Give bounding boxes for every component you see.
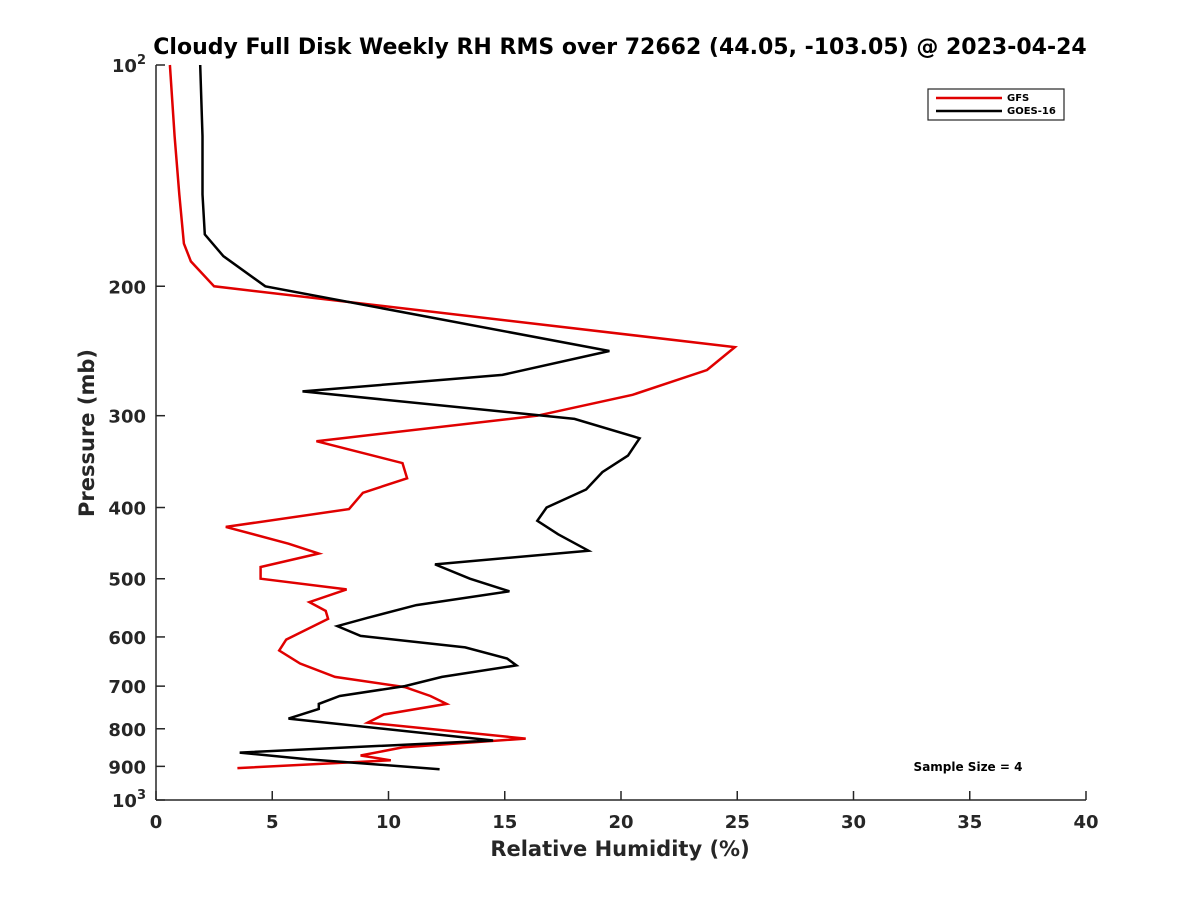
y-tick-label: 700 [108,677,146,698]
x-tick-label: 40 [1073,812,1098,833]
x-tick-label: 10 [376,812,401,833]
series-line-goes16 [198,64,642,771]
y-tick-label: 800 [108,720,146,741]
y-tick-label: 500 [108,570,146,591]
y-tick-label: 900 [108,757,146,778]
x-tick-label: 15 [492,812,517,833]
chart-title: Cloudy Full Disk Weekly RH RMS over 7266… [153,35,1086,60]
y-axis-label: Pressure (mb) [75,349,99,517]
x-tick-label: 0 [150,812,163,833]
legend-label-goes16: GOES-16 [1007,106,1056,117]
x-tick-label: 35 [957,812,982,833]
legend-label-gfs: GFS [1007,93,1029,104]
x-axis-label: Relative Humidity (%) [490,837,749,861]
y-tick-label: 300 [108,407,146,428]
legend: GFS GOES-16 [927,88,1065,121]
x-ticks: 0 5 10 15 20 25 30 35 40 [150,791,1099,833]
y-tick-label: 600 [108,628,146,649]
x-tick-label: 20 [608,812,633,833]
x-tick-label: 5 [266,812,279,833]
legend-box [927,88,1065,121]
y-tick-label: 103 [112,788,146,812]
series-line-gfs [168,64,738,770]
series-lines [168,64,738,771]
sample-size-annotation: Sample Size = 4 [914,760,1023,774]
y-ticks: 102 200 300 400 500 600 700 800 900 103 [108,53,165,812]
y-tick-label: 200 [108,277,146,298]
x-tick-label: 30 [841,812,866,833]
y-tick-label: 102 [112,53,146,77]
x-tick-label: 25 [725,812,750,833]
y-tick-label: 400 [108,499,146,520]
